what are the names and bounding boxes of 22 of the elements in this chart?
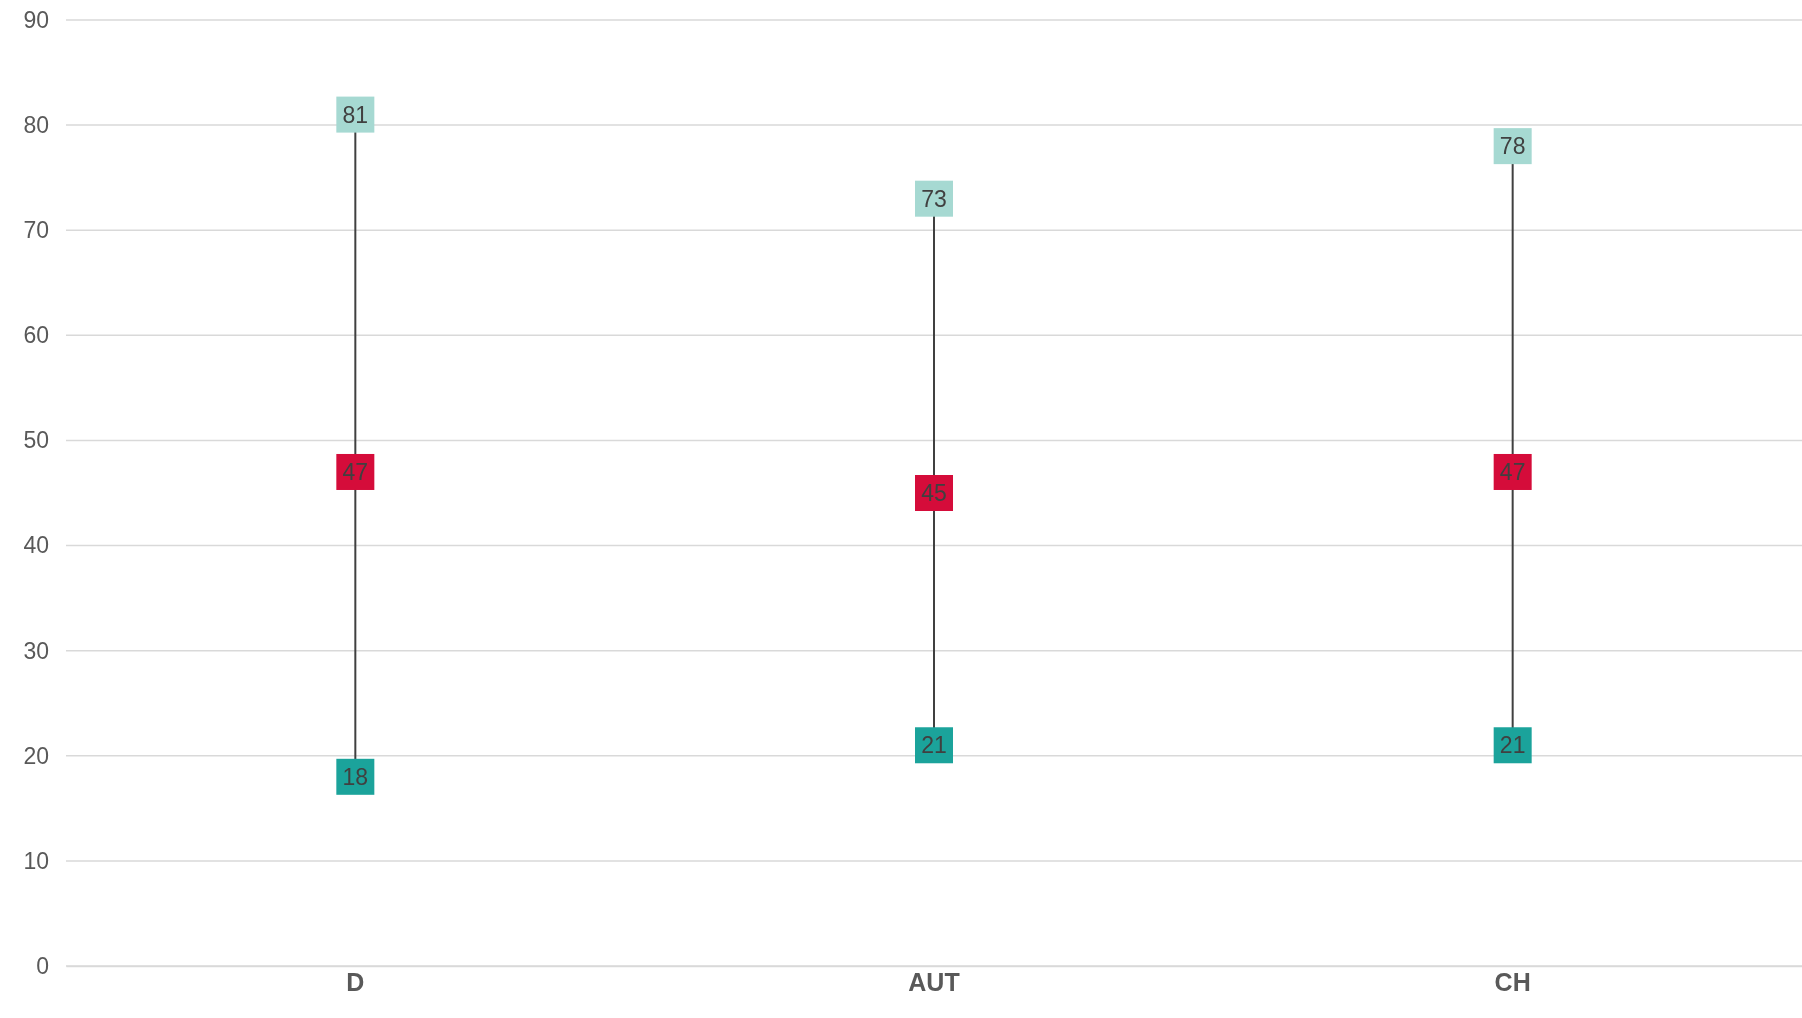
- data-label: 73: [921, 185, 947, 212]
- data-label: 18: [342, 763, 369, 790]
- x-tick-label: CH: [1494, 968, 1531, 996]
- data-label: 21: [1499, 732, 1526, 759]
- y-tick-label: 90: [23, 6, 49, 33]
- y-tick-label: 0: [36, 952, 49, 979]
- x-tick-label: AUT: [908, 968, 960, 996]
- data-label: 47: [1499, 458, 1526, 485]
- y-tick-label: 80: [23, 111, 49, 138]
- data-label: 81: [342, 101, 369, 128]
- y-tick-label: 20: [23, 742, 49, 769]
- y-tick-label: 60: [23, 322, 49, 349]
- x-tick-label: D: [346, 968, 365, 996]
- data-label: 78: [1499, 133, 1526, 160]
- y-tick-label: 10: [23, 847, 49, 874]
- data-label: 45: [921, 480, 947, 506]
- y-tick-label: 70: [23, 217, 49, 244]
- data-label: 21: [921, 732, 947, 759]
- y-tick-label: 50: [23, 427, 49, 454]
- y-tick-label: 30: [23, 637, 49, 664]
- y-tick-label: 40: [23, 532, 49, 559]
- data-label: 47: [342, 458, 369, 485]
